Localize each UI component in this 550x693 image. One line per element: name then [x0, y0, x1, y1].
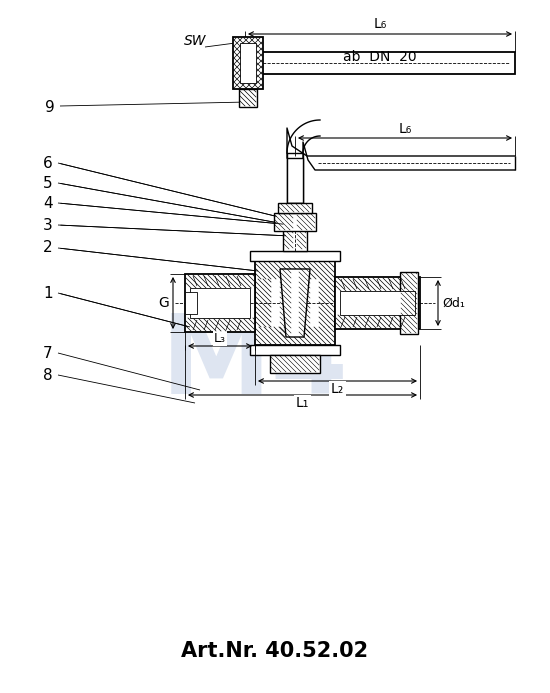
Text: 3: 3	[43, 218, 53, 232]
Bar	[287, 158, 303, 203]
Bar	[185, 292, 197, 314]
Bar	[255, 260, 335, 345]
Bar	[239, 89, 257, 107]
Text: L₆: L₆	[373, 17, 387, 31]
Polygon shape	[280, 269, 310, 337]
Text: 6: 6	[43, 155, 53, 170]
Text: SW: SW	[184, 34, 206, 48]
Bar	[250, 345, 340, 355]
Text: ab  DN  20: ab DN 20	[343, 50, 417, 64]
Bar	[190, 288, 250, 318]
Text: 4: 4	[43, 195, 53, 211]
Bar	[240, 43, 256, 83]
Text: M4: M4	[161, 310, 349, 416]
Text: G: G	[158, 296, 169, 310]
Text: 8: 8	[43, 367, 53, 383]
Text: Ød₁: Ød₁	[443, 297, 465, 310]
Text: 2: 2	[43, 240, 53, 256]
Bar	[340, 291, 415, 315]
Bar	[274, 213, 316, 231]
Bar	[233, 37, 263, 89]
Text: 9: 9	[45, 100, 55, 116]
Bar	[245, 52, 515, 74]
Text: L₂: L₂	[331, 382, 344, 396]
Text: L₆: L₆	[398, 122, 411, 136]
Bar	[250, 251, 340, 261]
Text: Art.Nr. 40.52.02: Art.Nr. 40.52.02	[182, 641, 368, 661]
Text: 7: 7	[43, 346, 53, 360]
Bar	[400, 272, 418, 334]
Text: L₃: L₃	[214, 331, 226, 344]
Bar	[335, 277, 420, 329]
Bar	[287, 153, 303, 203]
Text: 1: 1	[43, 286, 53, 301]
Bar	[283, 213, 307, 251]
Bar	[270, 355, 320, 373]
Bar	[278, 203, 312, 213]
Bar	[185, 274, 255, 332]
Text: 5: 5	[43, 175, 53, 191]
Text: L₁: L₁	[296, 396, 309, 410]
